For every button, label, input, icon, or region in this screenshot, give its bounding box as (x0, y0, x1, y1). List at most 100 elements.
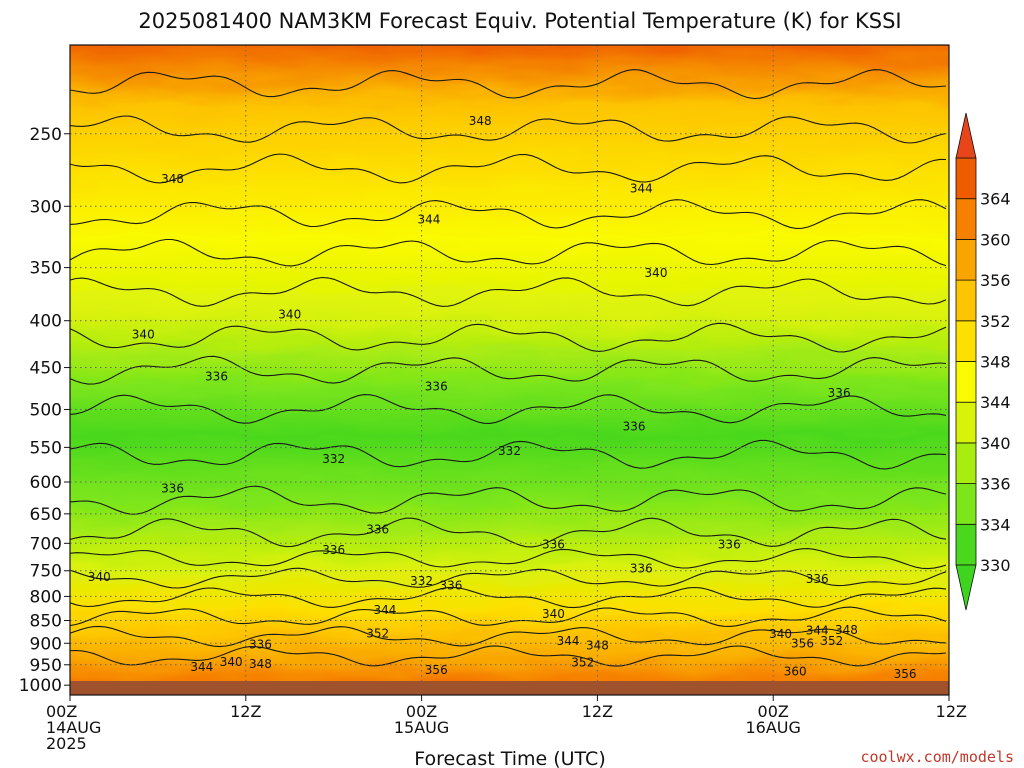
contour-labels: 348 348 344 344 340 340 340 336 336 336 336 332 332 3… (88, 114, 917, 681)
colorbar-label: 348 (980, 353, 1011, 372)
contour-label: 348 (835, 623, 858, 637)
contour-line (70, 394, 947, 424)
y-tick-label: 250 (30, 125, 62, 145)
contour-label: 340 (88, 570, 111, 584)
contour-line (70, 586, 947, 609)
contour-line (70, 517, 947, 548)
contour-label: 344 (417, 212, 440, 226)
contour-label: 336 (718, 537, 741, 551)
contour-label: 332 (498, 444, 521, 458)
x-axis-ticks: 00Z 14AUG 2025 12Z 00Z 15AUG 12Z 00Z 16AUG 12Z (46, 695, 967, 753)
x-tick-label: 12Z (230, 702, 261, 721)
y-tick-label: 800 (30, 587, 62, 607)
contour-label: 348 (586, 638, 609, 652)
contour-label: 340 (132, 327, 155, 341)
contour-label: 336 (249, 638, 272, 652)
y-tick-label: 750 (30, 562, 62, 582)
contour-line (70, 606, 947, 627)
contour-label: 344 (374, 603, 397, 617)
contour-label: 336 (161, 482, 184, 496)
x-tick-label: 00Z 15AUG (394, 702, 449, 737)
y-tick-label: 650 (30, 505, 62, 525)
contour-label: 344 (557, 634, 580, 648)
contour-line (70, 69, 947, 100)
x-tick-label: 00Z 14AUG 2025 (46, 702, 101, 753)
contour-label: 340 (220, 655, 243, 669)
colorbar-segment (955, 442, 977, 484)
contour-label: 332 (322, 452, 345, 466)
y-tick-label: 1000 (19, 676, 62, 696)
y-tick-label: 700 (30, 534, 62, 554)
contour-line (70, 645, 947, 667)
colorbar-segment (955, 238, 977, 281)
contour-label: 336 (366, 522, 389, 536)
y-tick-label: 550 (30, 438, 62, 458)
contour-line (70, 322, 947, 353)
x-tick-label: 12Z (582, 702, 613, 721)
plot-area: 348 348 344 344 340 340 340 336 336 336 336 332 332 3… (70, 45, 949, 695)
contour-label: 336 (630, 562, 653, 576)
colorbar-label: 334 (980, 515, 1011, 534)
colorbar-segment (955, 401, 977, 444)
contour-line (70, 548, 947, 570)
y-axis-ticks: 2503003504004505005506006507007508008509… (19, 125, 70, 696)
contour-label: 344 (630, 182, 653, 196)
contour-line (70, 276, 947, 307)
contour-label: 336 (623, 420, 646, 434)
y-tick-label: 600 (30, 473, 62, 493)
contour-label: 336 (205, 369, 228, 383)
colorbar-label: 356 (980, 271, 1011, 290)
credit-text: coolwx.com/models (860, 748, 1014, 766)
contour-label: 344 (806, 624, 829, 638)
y-tick-label: 900 (30, 634, 62, 654)
colorbar-segment (955, 157, 977, 200)
colorbar-label: 364 (980, 190, 1011, 209)
contour-label: 356 (425, 663, 448, 677)
contour-line (70, 238, 947, 267)
contour-label: 336 (806, 572, 829, 586)
contour-label: 336 (322, 543, 345, 557)
contour-line (70, 153, 947, 184)
contour-label: 352 (571, 656, 594, 670)
contour-label: 360 (784, 664, 807, 678)
colorbar-segment (955, 523, 977, 566)
contour-label: 344 (190, 660, 213, 674)
chart-title: 2025081400 NAM3KM Forecast Equiv. Potent… (138, 9, 901, 33)
grid-lines (70, 45, 949, 695)
x-axis-label: Forecast Time (UTC) (414, 748, 605, 768)
contour-line (70, 199, 947, 229)
contour-line (70, 115, 947, 144)
colorbar-label: 360 (980, 230, 1011, 249)
y-tick-label: 400 (30, 312, 62, 332)
contour-label: 340 (278, 308, 301, 322)
colorbar-label: 340 (980, 434, 1011, 453)
contour-line (70, 485, 947, 515)
contour-label: 348 (161, 172, 184, 186)
colorbar-segment (955, 361, 977, 403)
contour-label: 348 (249, 657, 272, 671)
contour-label: 336 (439, 578, 462, 592)
contour-bands (70, 69, 947, 667)
contour-label: 356 (894, 667, 917, 681)
y-tick-label: 450 (30, 359, 62, 379)
colorbar-label: 330 (980, 556, 1011, 575)
contour-line (70, 355, 947, 385)
colorbar-segment (955, 483, 977, 525)
colorbar-segment (955, 320, 977, 362)
contour-label: 332 (410, 574, 433, 588)
colorbar-extend-top (955, 112, 977, 159)
y-tick-label: 300 (30, 197, 62, 217)
contour-label: 336 (425, 380, 448, 394)
colorbar-segment (955, 279, 977, 322)
contour-line (70, 625, 947, 648)
y-tick-label: 500 (30, 400, 62, 420)
contour-label: 336 (828, 386, 851, 400)
contour-label: 348 (469, 114, 492, 128)
plot-frame (69, 44, 950, 696)
colorbar-segment (955, 198, 977, 240)
contour-label: 340 (769, 627, 792, 641)
theta-e-field (70, 45, 949, 695)
x-tick-label: 00Z 16AUG (745, 702, 800, 737)
x-tick-label: 12Z (936, 702, 967, 721)
